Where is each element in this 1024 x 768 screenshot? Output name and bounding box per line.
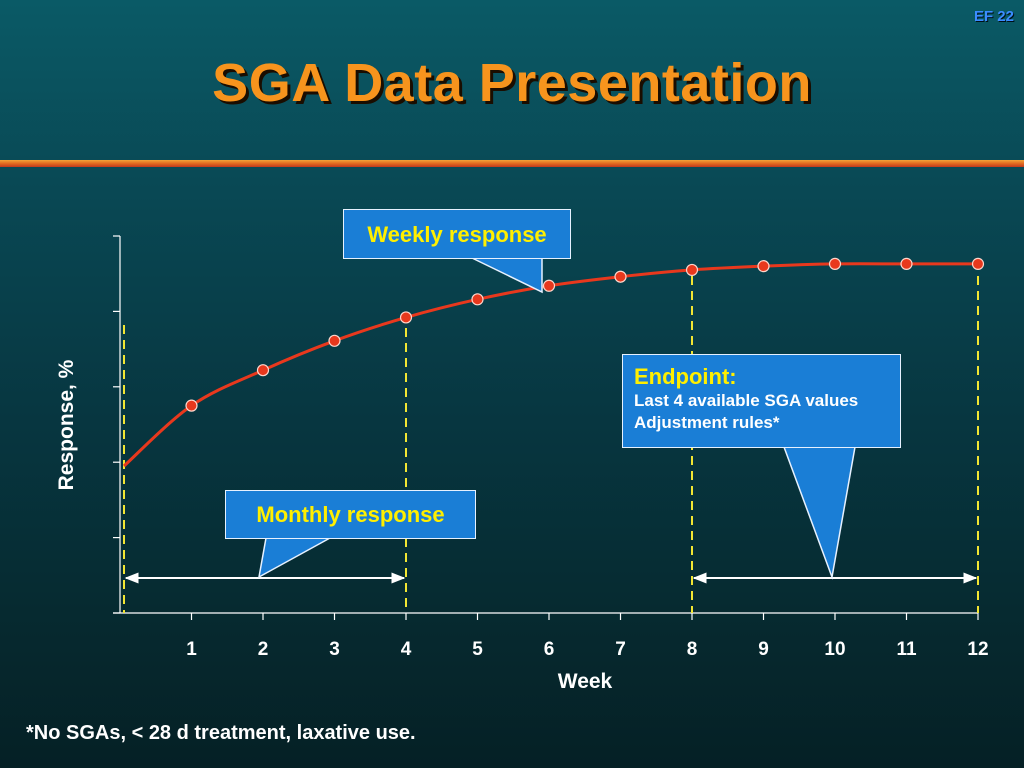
data-point	[328, 334, 341, 347]
x-tick-label: 2	[258, 639, 269, 660]
x-tick-label: 6	[544, 639, 555, 660]
data-point	[685, 263, 699, 277]
data-point	[971, 257, 985, 270]
data-point	[542, 279, 556, 292]
page-title: SGA Data Presentation	[212, 53, 812, 113]
data-point	[185, 399, 198, 412]
endpoint-callout-pointer	[782, 446, 856, 580]
x-tick-label: 4	[401, 639, 412, 660]
data-point	[757, 260, 770, 273]
data-point	[399, 311, 413, 324]
series-group	[123, 257, 985, 468]
x-tick-label: 5	[472, 639, 483, 660]
monthly-callout-pointer	[257, 537, 331, 579]
x-tick-label: 12	[967, 639, 988, 660]
callout-tails	[257, 257, 856, 580]
monthly-response-callout: Monthly response	[225, 490, 476, 539]
chart-axes: 1 2 3 4 5 6 7 8 9 10 11 12	[113, 235, 989, 660]
y-axis-title: Response, %	[55, 359, 78, 490]
weekly-callout-pointer	[471, 257, 543, 294]
endpoint-callout: Endpoint: Last 4 available SGA values Ad…	[622, 354, 901, 448]
data-point	[900, 257, 913, 270]
x-tick-label: 10	[824, 639, 845, 660]
monthly-response-label: Monthly response	[256, 502, 445, 527]
x-tick-label: 7	[615, 639, 626, 660]
slide-number: EF 22	[973, 8, 1014, 25]
endpoint-line-1: Last 4 available SGA values	[634, 391, 859, 410]
x-tick-label: 8	[687, 639, 698, 660]
weekly-response-label: Weekly response	[367, 222, 547, 247]
x-tick-label: 9	[758, 639, 769, 660]
weekly-response-callout: Weekly response	[343, 209, 571, 259]
data-point	[828, 257, 842, 270]
endpoint-line-2: Adjustment rules*	[634, 413, 780, 432]
endpoint-title: Endpoint:	[634, 364, 737, 389]
x-tick-label: 11	[896, 639, 917, 660]
x-axis-title: Week	[558, 670, 613, 693]
footnote: *No SGAs, < 28 d treatment, laxative use…	[26, 722, 416, 744]
data-point	[471, 293, 484, 306]
data-point	[614, 270, 627, 283]
x-tick-label: 3	[329, 639, 340, 660]
title-divider	[0, 160, 1024, 167]
x-tick-label: 1	[186, 639, 197, 660]
data-point	[256, 364, 270, 377]
